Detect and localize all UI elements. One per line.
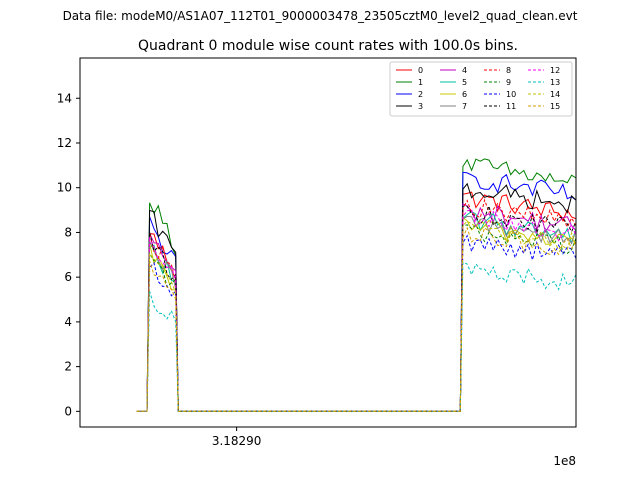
series-line-2 [136, 171, 576, 412]
series-line-10 [136, 234, 576, 412]
x-tick-label: 3.18290 [212, 434, 262, 448]
legend-label-9: 9 [506, 78, 511, 87]
series-line-11 [136, 204, 576, 412]
legend-label-14: 14 [550, 90, 560, 99]
series-line-4 [136, 203, 576, 412]
legend-label-6: 6 [462, 90, 467, 99]
legend-label-10: 10 [506, 90, 516, 99]
legend-label-15: 15 [550, 102, 560, 111]
legend-label-4: 4 [462, 66, 467, 75]
chart-title: Quadrant 0 module wise count rates with … [138, 38, 518, 54]
legend-label-7: 7 [462, 102, 467, 111]
series-line-6 [136, 216, 576, 412]
y-tick-label: 8 [64, 225, 72, 239]
series-layer [136, 158, 576, 412]
legend-label-3: 3 [418, 102, 423, 111]
y-axis: 0 2 4 6 8 10 12 14 [57, 91, 80, 418]
series-line-12 [136, 208, 576, 412]
series-line-13 [136, 261, 576, 412]
legend-label-1: 1 [418, 78, 423, 87]
y-tick-label: 10 [57, 181, 72, 195]
y-tick-label: 0 [64, 404, 72, 418]
series-line-3 [136, 182, 576, 412]
y-tick-label: 12 [57, 136, 72, 150]
series-line-0 [136, 191, 576, 412]
plot-frame [79, 57, 577, 428]
y-tick-label: 4 [64, 315, 72, 329]
legend-label-0: 0 [418, 66, 423, 75]
series-line-1 [136, 158, 576, 412]
legend-label-11: 11 [506, 102, 516, 111]
legend-box [389, 61, 573, 117]
series-line-8 [136, 198, 576, 412]
x-axis: 3.182903.182953.183003.183053.18310 [212, 427, 262, 448]
chart-suptitle: Data file: modeM0/AS1A07_112T01_90000034… [63, 9, 578, 23]
y-tick-label: 14 [57, 91, 72, 105]
series-line-9 [136, 223, 576, 412]
x-offset-label: 1e8 [553, 454, 576, 468]
legend-label-12: 12 [550, 66, 560, 75]
legend-label-8: 8 [506, 66, 511, 75]
legend-label-13: 13 [550, 78, 560, 87]
y-tick-label: 2 [64, 360, 72, 374]
series-line-5 [136, 211, 576, 412]
y-tick-label: 6 [64, 270, 72, 284]
legend-label-5: 5 [462, 78, 467, 87]
legend-label-2: 2 [418, 90, 423, 99]
series-line-15 [136, 226, 576, 412]
